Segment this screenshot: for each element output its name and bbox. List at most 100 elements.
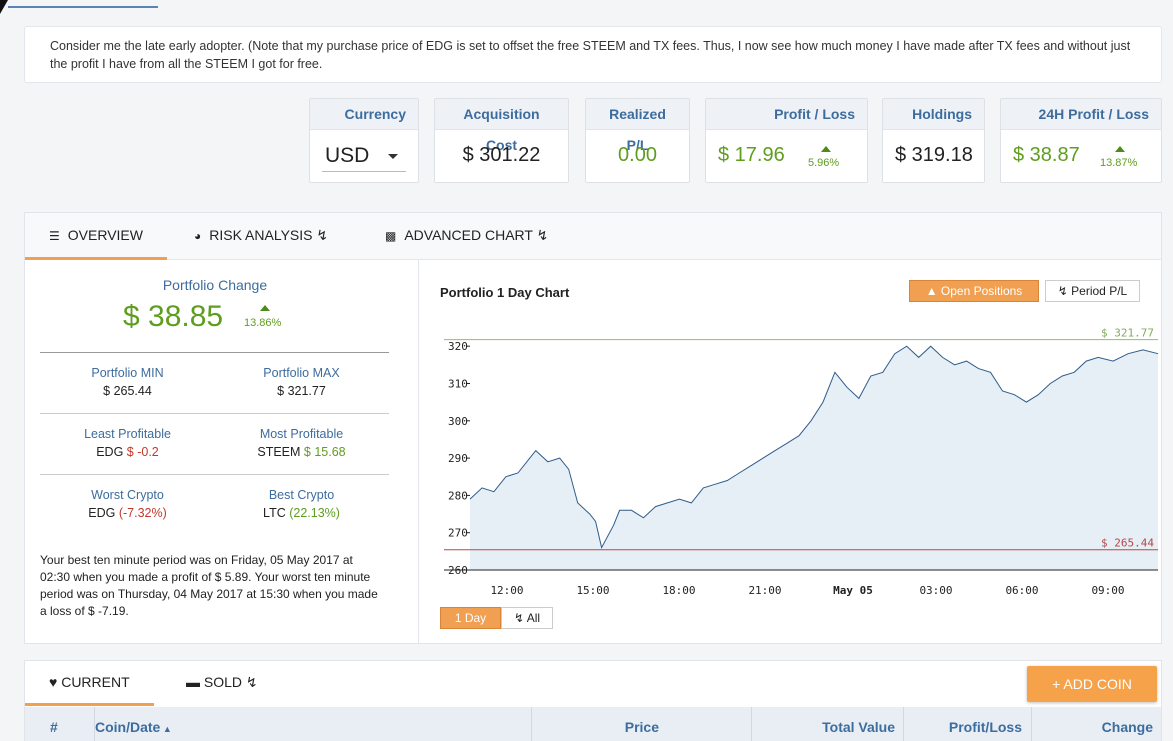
most-profitable-value: $ 15.68 xyxy=(303,445,346,459)
holdings-card: Holdings $ 319.18 xyxy=(882,98,985,183)
active-nav-indicator xyxy=(8,6,158,8)
least-profitable-coin: EDG xyxy=(96,445,124,459)
y-tick-label: 320 xyxy=(448,340,468,353)
portfolio-change-pct: 13.86% xyxy=(244,317,282,329)
realized-label: Realized P/L xyxy=(586,99,689,153)
x-tick-label: 03:00 xyxy=(919,584,952,597)
portfolio-min-value: $ 265.44 xyxy=(103,384,152,398)
portfolio-max-value: $ 321.77 xyxy=(277,384,326,398)
x-tick-label: May 05 xyxy=(833,584,873,597)
period-pl-button[interactable]: ↯ Period P/L xyxy=(1045,280,1140,302)
bolt-icon: ↯ xyxy=(532,227,549,243)
currency-label: Currency xyxy=(310,99,418,130)
worst-crypto-label: Worst Crypto xyxy=(91,488,164,502)
portfolio-chart: Portfolio 1 Day Chart ▲ Open Positions ↯… xyxy=(420,260,1161,643)
chart-area-fill xyxy=(470,346,1158,570)
profit-card: Profit / Loss $ 17.96 5.96% xyxy=(705,98,868,183)
column-number[interactable]: # xyxy=(25,707,95,741)
profit-pct: 5.96% xyxy=(808,157,840,169)
column-profit-loss[interactable]: Profit/Loss xyxy=(904,707,1032,741)
x-tick-label: 15:00 xyxy=(576,584,609,597)
overview-stats: Portfolio Change $ 38.85 13.86% Portfoli… xyxy=(25,260,419,643)
most-profitable: Most Profitable STEEM $ 15.68 xyxy=(214,427,389,459)
list-icon: ☰ xyxy=(49,229,60,243)
plus-icon: + xyxy=(1052,676,1064,692)
y-tick-label: 300 xyxy=(448,415,468,428)
x-tick-label: 06:00 xyxy=(1005,584,1038,597)
y-tick-label: 290 xyxy=(448,452,468,465)
area-chart-icon: ▲ xyxy=(925,284,941,298)
arrow-up-icon xyxy=(260,305,270,311)
acquisition-label: Acquisition Cost xyxy=(435,99,568,153)
best-crypto-coin: LTC xyxy=(263,506,286,520)
y-tick-label: 280 xyxy=(448,489,468,502)
best-crypto-value: (22.13%) xyxy=(289,506,340,520)
portfolio-min: Portfolio MIN $ 265.44 xyxy=(40,366,215,398)
acquisition-card: Acquisition Cost $ 301.22 xyxy=(434,98,569,183)
tab-advanced-chart[interactable]: ▩ ADVANCED CHART ↯ xyxy=(361,213,572,260)
holdings-tabs: ♥ CURRENT ▬ SOLD ↯ + ADD COIN xyxy=(25,661,1161,706)
realized-value: 0.00 xyxy=(618,144,657,166)
best-crypto-label: Best Crypto xyxy=(268,488,335,502)
portfolio-note: Consider me the late early adopter. (Not… xyxy=(24,26,1162,83)
currency-select[interactable]: USD xyxy=(322,140,406,172)
chart-title: Portfolio 1 Day Chart xyxy=(440,285,570,300)
add-coin-button[interactable]: + ADD COIN xyxy=(1027,666,1157,702)
realized-card: Realized P/L 0.00 xyxy=(585,98,690,183)
profit-value: $ 17.96 xyxy=(718,144,785,166)
column-total-value[interactable]: Total Value xyxy=(752,707,904,741)
least-profitable-label: Least Profitable xyxy=(84,427,171,441)
least-profitable-value: $ -0.2 xyxy=(126,445,159,459)
range-all-button[interactable]: ↯ All xyxy=(501,607,553,629)
max-reference-label: $ 321.77 xyxy=(1101,327,1154,340)
best-crypto: Best Crypto LTC (22.13%) xyxy=(214,488,389,520)
most-profitable-label: Most Profitable xyxy=(259,427,344,441)
profit24-value: $ 38.87 xyxy=(1013,144,1080,166)
worst-crypto-value: (-7.32%) xyxy=(118,506,167,520)
x-tick-label: 09:00 xyxy=(1091,584,1124,597)
bolt-icon: ↯ xyxy=(312,227,329,243)
divider xyxy=(40,474,389,475)
column-change[interactable]: Change xyxy=(1101,719,1153,735)
profit24-card: 24H Profit / Loss $ 38.87 13.87% xyxy=(1000,98,1162,183)
portfolio-max-label: Portfolio MAX xyxy=(263,366,340,380)
worst-crypto: Worst Crypto EDG (-7.32%) xyxy=(40,488,215,520)
currency-value: USD xyxy=(325,144,370,167)
period-summary: Your best ten minute period was on Frida… xyxy=(40,553,378,618)
bolt-icon: ↯ xyxy=(513,611,527,625)
portfolio-change-value: $ 38.85 xyxy=(123,300,224,333)
min-reference-label: $ 265.44 xyxy=(1101,537,1154,550)
profit24-label: 24H Profit / Loss xyxy=(1001,99,1161,130)
tab-sold[interactable]: ▬ SOLD ↯ xyxy=(186,674,258,690)
range-1day-button[interactable]: 1 Day xyxy=(440,607,501,629)
x-tick-label: 12:00 xyxy=(490,584,523,597)
holdings-label: Holdings xyxy=(883,99,984,130)
holdings-value: $ 319.18 xyxy=(895,144,973,166)
divider xyxy=(40,352,389,353)
tab-risk-analysis[interactable]: ◕ RISK ANALYSIS ↯ xyxy=(170,213,352,260)
caret-down-icon xyxy=(388,154,398,159)
tab-overview[interactable]: ☰ OVERVIEW xyxy=(25,213,167,260)
x-tick-label: 18:00 xyxy=(662,584,695,597)
acquisition-value: $ 301.22 xyxy=(462,144,541,166)
most-profitable-coin: STEEM xyxy=(257,445,301,459)
pie-chart-icon: ◕ xyxy=(194,229,202,243)
y-tick-label: 310 xyxy=(448,377,468,390)
least-profitable: Least Profitable EDG $ -0.2 xyxy=(40,427,215,459)
tab-current[interactable]: ♥ CURRENT xyxy=(25,661,154,706)
worst-crypto-coin: EDG xyxy=(88,506,116,520)
arrow-up-icon xyxy=(821,146,831,152)
open-positions-button[interactable]: ▲ Open Positions xyxy=(909,280,1039,302)
minus-icon: ▬ xyxy=(186,674,204,690)
column-price[interactable]: Price xyxy=(532,707,752,741)
holdings-section: ♥ CURRENT ▬ SOLD ↯ + ADD COIN # Coin/Dat… xyxy=(24,660,1162,741)
column-coin-date[interactable]: Coin/Date ▲ xyxy=(95,707,532,741)
portfolio-min-label: Portfolio MIN xyxy=(91,366,164,380)
currency-card: Currency USD xyxy=(309,98,419,183)
bar-chart-icon: ▩ xyxy=(385,229,397,243)
arrow-up-icon xyxy=(1115,146,1125,152)
bolt-icon: ↯ xyxy=(242,674,258,690)
portfolio-max: Portfolio MAX $ 321.77 xyxy=(214,366,389,398)
divider xyxy=(40,413,389,414)
